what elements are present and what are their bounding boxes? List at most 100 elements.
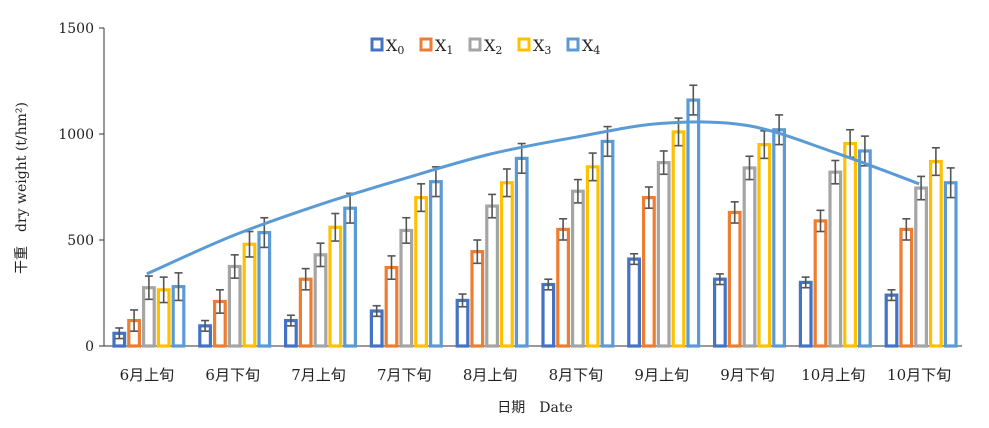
legend-label-x2: X2	[484, 36, 502, 57]
error-bar	[488, 193, 497, 219]
bar-x1-8	[813, 219, 828, 348]
error-bar	[201, 319, 210, 332]
legend-swatch-x3	[517, 37, 531, 52]
legend-label-x4: X4	[582, 36, 600, 57]
x-tick-label: 6月下旬	[205, 366, 260, 384]
bar-x1-6	[641, 196, 656, 348]
bar-x3-3	[414, 196, 428, 348]
error-bar	[588, 152, 597, 182]
bar-x3-1	[242, 242, 257, 348]
error-bar	[630, 252, 639, 266]
error-bar	[215, 289, 224, 314]
error-bar	[816, 209, 825, 233]
error-bar	[417, 183, 426, 213]
error-bar	[473, 239, 482, 265]
bar-x0-6	[627, 257, 641, 348]
legend-swatch-x1	[419, 37, 433, 52]
bar-x4-9	[943, 181, 958, 348]
error-bar	[144, 275, 153, 301]
error-bar	[372, 304, 381, 318]
x-tick-label: 10月下旬	[887, 366, 951, 384]
error-bar	[689, 84, 698, 116]
bar-x0-5	[541, 282, 556, 348]
error-bar	[745, 155, 754, 181]
error-bar	[559, 218, 568, 241]
error-bar	[458, 293, 467, 308]
bar-x3-5	[585, 165, 600, 348]
error-bar	[230, 254, 239, 279]
bar-x1-7	[727, 210, 742, 348]
bar-x4-1	[257, 230, 272, 348]
x-tick-labels: 6月上旬 6月下旬 7月上旬 7月下旬 8月上旬 8月下旬 9月上旬 9月下旬 10月上旬 10月…	[120, 366, 952, 384]
bar-x1-4	[470, 250, 485, 348]
bar-x2-3	[399, 228, 414, 348]
error-bar	[775, 114, 784, 146]
bar-x4-5	[600, 139, 615, 348]
error-bar	[402, 216, 411, 244]
error-bar	[286, 314, 295, 327]
error-bar	[174, 272, 183, 302]
bar-series	[112, 98, 958, 348]
legend-label-x1: X1	[435, 36, 453, 57]
bar-x1-5	[556, 227, 570, 348]
bar-x3-8	[843, 141, 857, 348]
x-axis-label: 日期 Date	[497, 400, 572, 416]
error-bars	[115, 84, 955, 340]
error-bar	[730, 201, 739, 224]
error-bar	[544, 278, 553, 291]
x-tick-label: 9月下旬	[720, 366, 775, 384]
bar-x2-5	[570, 189, 585, 348]
bar-x2-4	[485, 204, 499, 348]
x-tick-label: 6月上旬	[120, 366, 175, 384]
bar-x0-9	[884, 293, 899, 348]
x-tick-label: 9月上旬	[634, 366, 689, 384]
bar-x2-6	[656, 161, 671, 348]
legend-swatch-x2	[468, 37, 482, 52]
legend-label-x0: X0	[386, 36, 404, 57]
bar-x3-7	[757, 143, 772, 348]
bar-x4-3	[429, 180, 443, 348]
legend-swatch-x0	[370, 37, 384, 52]
x-tick-label: 8月上旬	[463, 366, 518, 384]
bar-x4-8	[857, 149, 872, 348]
bar-x1-9	[899, 227, 914, 348]
error-bar	[331, 212, 340, 242]
error-bar	[887, 289, 896, 302]
error-bar	[316, 242, 325, 268]
error-bar	[715, 273, 724, 286]
x-tick-label: 7月上旬	[291, 366, 346, 384]
error-bar	[159, 276, 168, 304]
bar-x4-2	[343, 206, 357, 348]
trend-curve	[146, 120, 920, 276]
bar-x2-8	[828, 170, 843, 348]
error-bar	[831, 159, 840, 185]
bar-x4-4	[514, 156, 529, 348]
y-tick-labels: 0 500 1000 1500	[58, 21, 104, 355]
error-bar	[659, 150, 668, 176]
y-axis-label: 干重 dry weight (t/hm²)	[14, 102, 30, 274]
bar-x2-2	[313, 253, 328, 348]
legend-label-x3: X3	[533, 36, 551, 57]
y-tick-label: 500	[67, 233, 94, 249]
legend-swatch-x4	[566, 37, 580, 52]
bar-x2-7	[742, 166, 757, 348]
bar-x3-4	[500, 181, 514, 348]
x-tick-label: 8月下旬	[549, 366, 604, 384]
bar-x3-2	[328, 225, 343, 348]
bar-x3-9	[928, 159, 943, 348]
error-bar	[917, 175, 926, 201]
error-bar	[644, 186, 653, 209]
error-bar	[931, 146, 940, 177]
bar-x4-7	[772, 128, 786, 348]
bar-x3-6	[671, 130, 686, 348]
error-bar	[573, 178, 582, 204]
error-bar	[801, 276, 810, 289]
y-tick-label: 1000	[58, 127, 94, 143]
error-bar	[387, 255, 396, 281]
error-bar	[902, 218, 911, 241]
y-tick-label: 1500	[58, 21, 94, 37]
error-bar	[130, 309, 139, 332]
error-bar	[115, 327, 124, 340]
bar-x4-6	[686, 98, 701, 348]
bar-x2-9	[914, 186, 928, 348]
